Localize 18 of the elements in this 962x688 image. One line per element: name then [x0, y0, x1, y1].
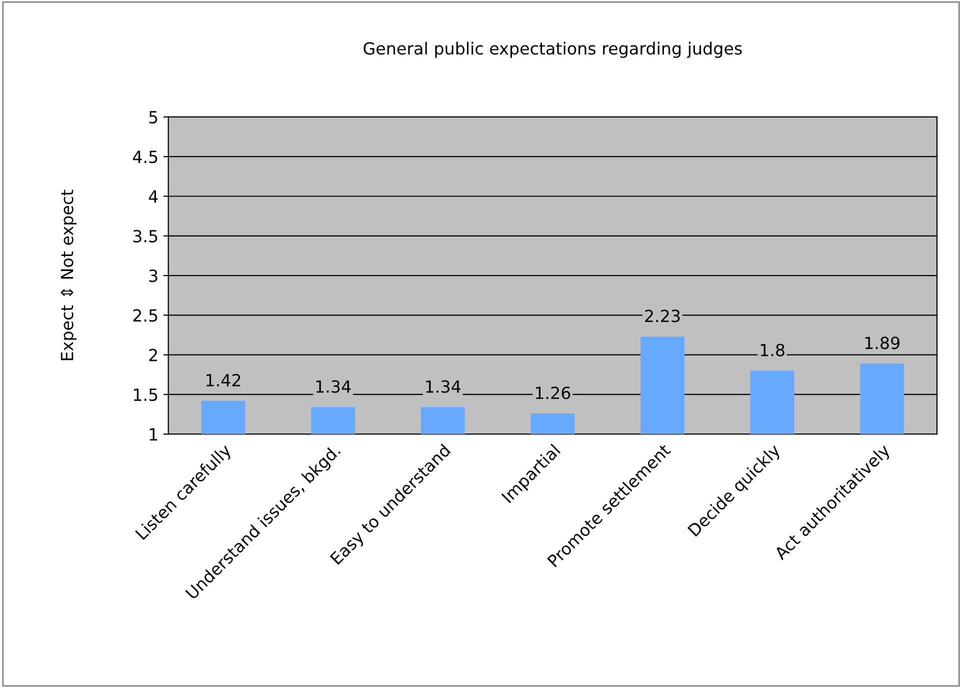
chart-title: General public expectations regarding judges [364, 42, 742, 58]
data-label: 1.34 [316, 380, 351, 393]
y-tick-label: 1 [150, 428, 158, 440]
y-tick-label: 2 [149, 348, 157, 362]
y-tick-label: 4.5 [132, 150, 158, 164]
y-tick-label: 5 [149, 111, 158, 124]
y-tick-label: 1.5 [134, 388, 158, 402]
y-tick-label: 3.5 [133, 230, 158, 242]
y-tick-label: 2.5 [133, 309, 158, 322]
y-axis-title: Expect ⇕ Not expect [60, 190, 77, 360]
data-label: 1.89 [865, 336, 900, 350]
y-tick-label: 3 [149, 270, 158, 282]
data-label: 1.26 [536, 386, 570, 400]
data-label: 1.34 [426, 380, 460, 393]
data-label: 2.23 [645, 310, 680, 322]
data-label: 1.8 [760, 344, 784, 356]
y-tick-label: 4 [148, 190, 158, 203]
data-label: 1.42 [206, 374, 240, 386]
